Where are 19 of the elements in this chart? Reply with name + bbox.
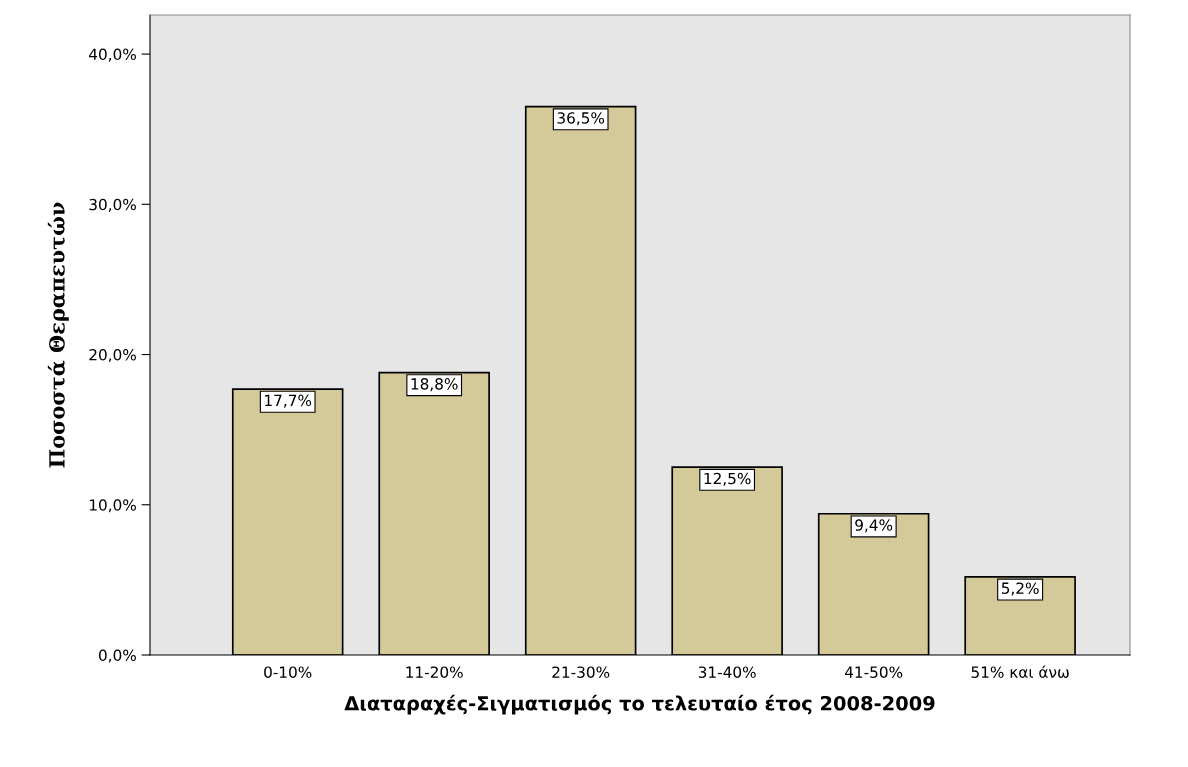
y-tick-label: 30,0% [89, 198, 136, 212]
y-tick-label: 40,0% [89, 48, 136, 62]
x-tick-label: 51% και άνω [971, 665, 1069, 678]
y-tick-label: 10,0% [89, 499, 136, 513]
x-axis-title: Διαταραχές-Σιγματισμός το τελευταίο έτος 2008-2009 [344, 694, 935, 715]
data-label: 17,7% [265, 394, 312, 408]
y-axis-title: Ποσοστά Θεραπευτών [47, 202, 69, 468]
y-tick-label: 20,0% [89, 349, 136, 363]
data-label: 12,5% [704, 472, 751, 486]
x-tick-label: 41-50% [844, 666, 903, 678]
data-label: 36,5% [557, 112, 605, 126]
data-label: 5,2% [1001, 582, 1039, 596]
data-label: 9,4% [855, 519, 893, 533]
x-tick-label: 11-20% [406, 666, 463, 678]
x-tick-label: 0-10% [264, 666, 312, 678]
data-label: 18,8% [411, 378, 458, 392]
x-tick-label: 21-30% [552, 666, 610, 678]
y-tick-label: 0,0% [99, 649, 136, 663]
x-tick-label: 31-40% [698, 666, 756, 678]
